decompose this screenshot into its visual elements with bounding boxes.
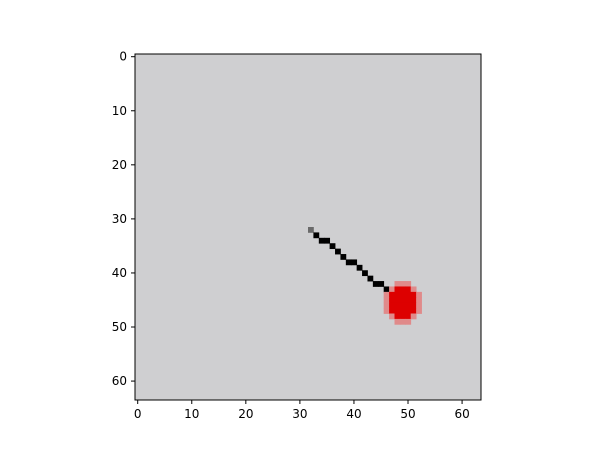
image-plot-area	[134, 53, 482, 401]
ball-pixel	[394, 291, 401, 298]
ball-pixel	[394, 318, 401, 325]
rod-pixel	[340, 254, 347, 260]
ball-pixel	[410, 291, 417, 298]
ball-pixel	[389, 297, 395, 304]
ball-pixel	[405, 291, 412, 298]
ball-pixel	[399, 291, 406, 298]
ball-pixel	[405, 286, 412, 293]
ball-pixel	[410, 286, 417, 293]
ball-pixel	[394, 281, 401, 287]
y-tick-label: 30	[112, 212, 127, 226]
rod-pixel	[356, 264, 363, 271]
y-tick-label: 50	[112, 320, 127, 334]
ball-pixel	[399, 313, 406, 320]
ball-pixel	[399, 286, 406, 293]
x-tick-label: 20	[238, 407, 253, 421]
rod-pixel	[313, 232, 320, 239]
rod-pixel	[372, 281, 379, 287]
ball-pixel	[394, 297, 401, 304]
pendulum-ball	[383, 281, 422, 325]
x-tick-label: 0	[134, 407, 142, 421]
ball-pixel	[383, 297, 390, 304]
rod-pixel	[335, 248, 341, 255]
y-tick-label: 60	[112, 374, 127, 388]
rod-pixel	[351, 259, 358, 266]
y-tick-label: 20	[112, 158, 127, 172]
ball-pixel	[399, 318, 406, 325]
x-tick-label: 40	[346, 407, 361, 421]
x-tick-label: 30	[292, 407, 307, 421]
ball-pixel	[389, 308, 395, 314]
ball-pixel	[399, 297, 406, 304]
rod-pixel	[378, 281, 385, 287]
ball-pixel	[405, 297, 412, 304]
rod-pixel	[318, 237, 325, 244]
ball-pixel	[394, 313, 401, 320]
ball-pixel	[416, 302, 422, 309]
ball-pixel	[389, 286, 395, 293]
y-tick-label: 0	[119, 50, 127, 64]
rod-pixel	[383, 286, 390, 293]
y-tick-label: 10	[112, 104, 127, 118]
y-axis: 0 10 20 30 40 50 60	[112, 50, 135, 388]
rod-pixel	[345, 259, 352, 266]
x-axis: 0 10 20 30 40 50 60	[134, 400, 470, 421]
ball-pixel	[410, 297, 417, 304]
image-frame	[134, 53, 482, 401]
ball-pixel	[405, 308, 412, 314]
x-tick-label: 60	[454, 407, 469, 421]
ball-pixel	[383, 291, 390, 298]
rod-pixel	[367, 275, 374, 282]
ball-pixel	[389, 313, 395, 320]
ball-pixel	[399, 308, 406, 314]
ball-pixel	[405, 313, 412, 320]
ball-pixel	[405, 302, 412, 309]
ball-pixel	[399, 281, 406, 287]
x-tick-label: 50	[400, 407, 415, 421]
y-tick-label: 40	[112, 266, 127, 280]
rod-pixel	[324, 237, 331, 244]
ball-pixel	[416, 291, 422, 298]
ball-pixel	[394, 286, 401, 293]
rod-pixel	[329, 243, 336, 250]
ball-pixel	[416, 308, 422, 314]
ball-pixel	[389, 291, 395, 298]
rod-pixel	[308, 227, 314, 233]
ball-pixel	[399, 302, 406, 309]
ball-pixel	[405, 281, 412, 287]
ball-pixel	[410, 308, 417, 314]
pendulum-rod	[308, 227, 395, 298]
ball-pixel	[394, 308, 401, 314]
ball-pixel	[383, 302, 390, 309]
ball-pixel	[410, 302, 417, 309]
ball-pixel	[383, 308, 390, 314]
x-tick-label: 10	[184, 407, 199, 421]
ball-pixel	[410, 313, 417, 320]
ball-pixel	[405, 318, 412, 325]
ball-pixel	[416, 297, 422, 304]
ball-pixel	[394, 302, 401, 309]
ball-pixel	[389, 302, 395, 309]
rod-pixel	[362, 270, 368, 277]
